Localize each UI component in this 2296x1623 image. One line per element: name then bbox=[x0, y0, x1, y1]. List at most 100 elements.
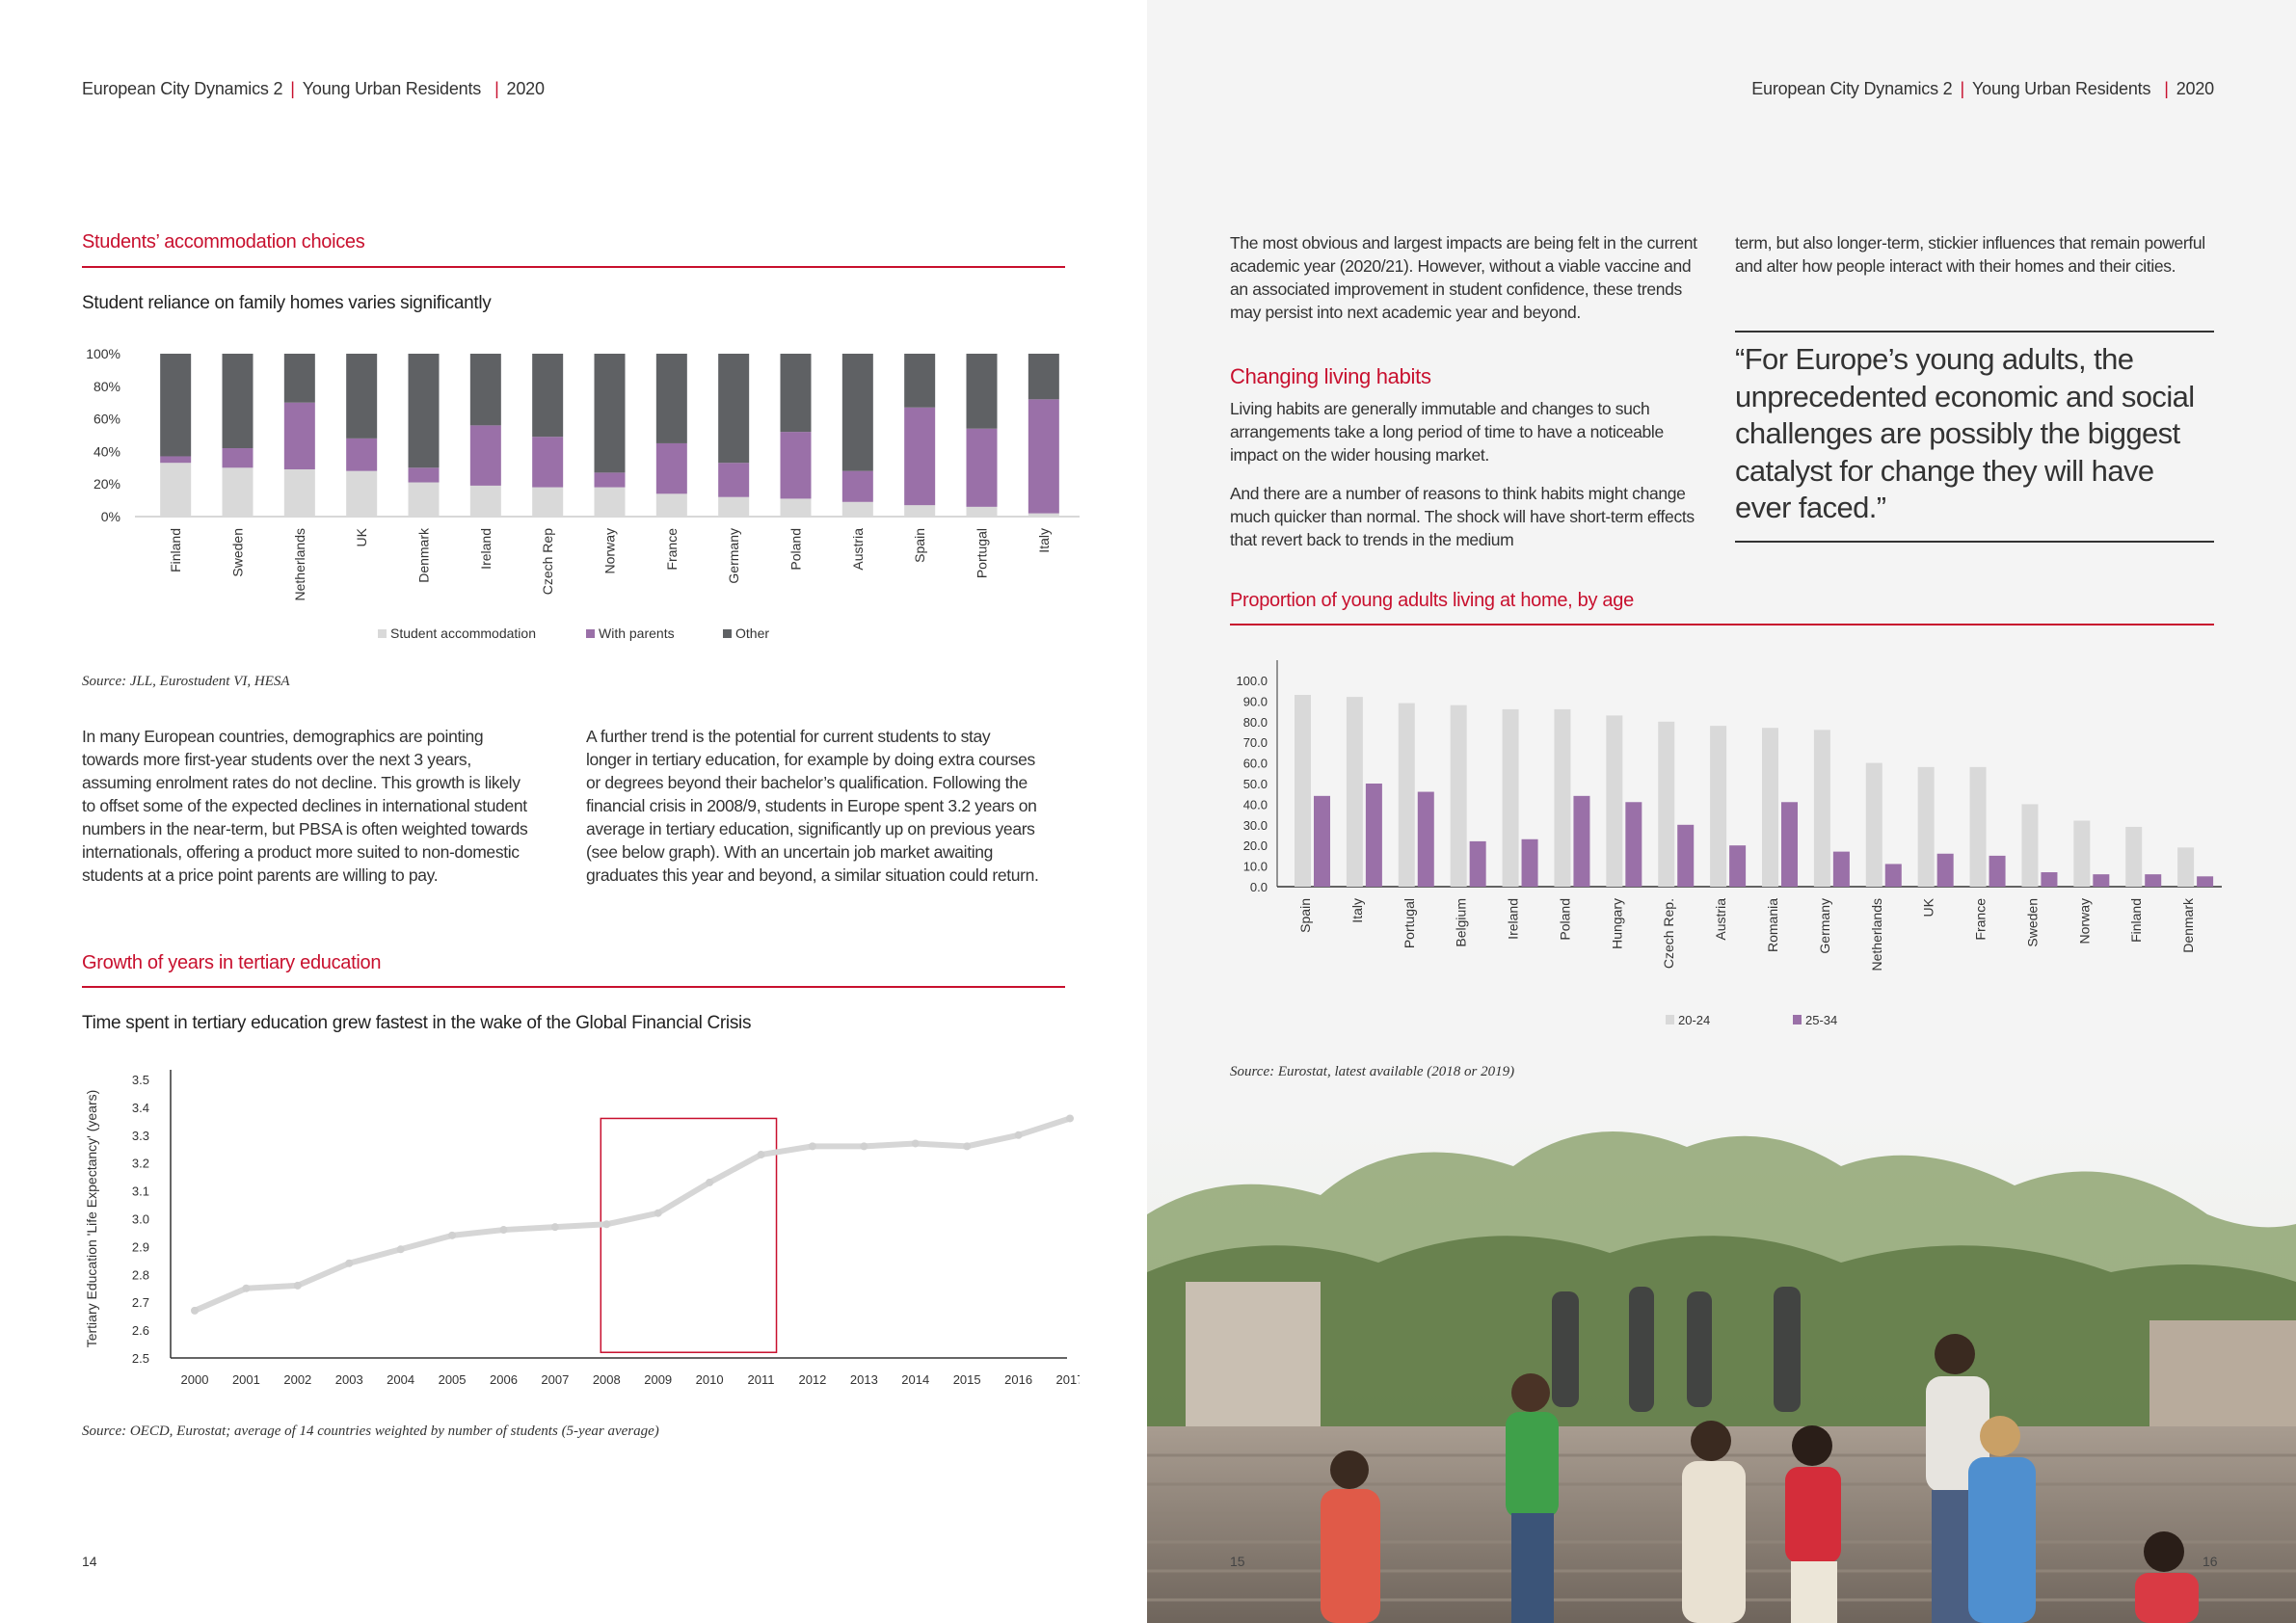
header-title: European City Dynamics 2 bbox=[1751, 79, 1953, 98]
x-tick-label: Netherlands bbox=[1869, 898, 1884, 971]
y-tick-label: 3.0 bbox=[132, 1212, 149, 1227]
bar-25-34 bbox=[1469, 840, 1486, 887]
x-tick-label: 2008 bbox=[593, 1372, 621, 1387]
bar-student-accommodation bbox=[160, 463, 192, 517]
x-tick-label: Poland bbox=[788, 528, 804, 571]
header-year: 2020 bbox=[506, 79, 545, 98]
y-tick-label: 70.0 bbox=[1243, 735, 1268, 750]
x-tick-label: France bbox=[1973, 898, 1989, 941]
bar-with-parents bbox=[532, 437, 564, 488]
y-tick-label: 3.4 bbox=[132, 1101, 149, 1115]
bar-20-24 bbox=[1554, 708, 1571, 887]
legend-label: 25-34 bbox=[1805, 1013, 1837, 1027]
x-tick-label: 2016 bbox=[1004, 1372, 1032, 1387]
accommodation-chart: 0% 20% 40% 60% 80% 100% Finland Sweden Netherlan… bbox=[86, 346, 1080, 641]
chart-subtitle: Student reliance on family homes varies … bbox=[82, 293, 492, 313]
chart-source: Source: OECD, Eurostat; average of 14 co… bbox=[82, 1423, 659, 1439]
bar-25-34 bbox=[1936, 853, 1954, 887]
x-tick-label: Italy bbox=[1349, 898, 1365, 923]
data-point bbox=[860, 1142, 868, 1151]
tertiary-education-chart: 2.5 2.6 2.7 2.8 2.9 3.0 3.1 3.2 3.3 3.4 3.5 Tertiar… bbox=[84, 1070, 1080, 1387]
x-tick-label: Norway bbox=[602, 528, 618, 573]
x-tick-label: 2015 bbox=[953, 1372, 981, 1387]
quote-rule-top bbox=[1735, 331, 2214, 333]
bar-student-accommodation bbox=[655, 493, 687, 517]
legend-label: Student accommodation bbox=[390, 625, 536, 641]
bar-20-24 bbox=[1658, 721, 1675, 887]
x-tick-label: Austria bbox=[850, 528, 866, 571]
bar-20-24 bbox=[1710, 726, 1727, 887]
bar-25-34 bbox=[1521, 838, 1538, 887]
x-tick-label: 2011 bbox=[748, 1372, 775, 1387]
highlight-box bbox=[600, 1117, 778, 1353]
y-tick-label: 80.0 bbox=[1243, 715, 1268, 730]
x-tick-label: Ireland bbox=[1506, 898, 1521, 940]
x-tick-label: 2007 bbox=[541, 1372, 569, 1387]
bar-with-parents bbox=[718, 463, 750, 497]
bar-25-34 bbox=[1884, 864, 1902, 887]
header-year: 2020 bbox=[2176, 79, 2214, 98]
bar-other bbox=[780, 354, 812, 433]
chart-source: Source: JLL, Eurostudent VI, HESA bbox=[82, 674, 290, 689]
y-tick-label: 100.0 bbox=[1236, 674, 1268, 688]
bar-other bbox=[469, 354, 501, 426]
y-axis-label: Tertiary Education 'Life Expectancy' (ye… bbox=[84, 1090, 99, 1348]
data-point bbox=[242, 1284, 251, 1292]
body-paragraph: term, but also longer-term, stickier inf… bbox=[1735, 233, 2205, 276]
bar-other bbox=[1028, 354, 1059, 400]
y-tick-label: 90.0 bbox=[1243, 694, 1268, 708]
x-tick-label: Finland bbox=[168, 528, 183, 572]
y-tick-label: 80% bbox=[93, 379, 120, 394]
data-point bbox=[550, 1223, 559, 1232]
x-tick-label: 2005 bbox=[439, 1372, 467, 1387]
quote-rule-bottom bbox=[1735, 541, 2214, 543]
y-tick-label: 60% bbox=[93, 412, 120, 427]
students-on-steps-photo: 15 16 bbox=[1147, 1108, 2296, 1623]
x-tick-label: 2002 bbox=[283, 1372, 311, 1387]
data-point bbox=[345, 1259, 354, 1267]
chart-subtitle: Time spent in tertiary education grew fa… bbox=[82, 1013, 752, 1033]
bar-other bbox=[594, 354, 626, 473]
y-tick-label: 2.7 bbox=[132, 1295, 149, 1310]
x-tick-label: Denmark bbox=[416, 527, 432, 583]
section-rule bbox=[1230, 624, 2214, 625]
y-tick-label: 10.0 bbox=[1243, 860, 1268, 874]
bar-with-parents bbox=[160, 456, 192, 464]
bar-25-34 bbox=[1781, 802, 1798, 887]
y-tick-label: 2.6 bbox=[132, 1323, 149, 1338]
bar-student-accommodation bbox=[1028, 513, 1059, 517]
x-tick-label: 2000 bbox=[181, 1372, 209, 1387]
data-point bbox=[654, 1209, 662, 1217]
bar-25-34 bbox=[1314, 795, 1330, 887]
bar-20-24 bbox=[1346, 697, 1363, 887]
bar-student-accommodation bbox=[718, 496, 750, 517]
bar-student-accommodation bbox=[408, 482, 440, 517]
bar-with-parents bbox=[469, 425, 501, 486]
x-tick-label: 2012 bbox=[798, 1372, 826, 1387]
x-tick-label: Poland bbox=[1557, 898, 1572, 941]
bar-20-24 bbox=[2073, 820, 2091, 887]
bar-20-24 bbox=[1450, 705, 1467, 887]
bar-25-34 bbox=[2197, 876, 2214, 887]
subheading: Changing living habits bbox=[1230, 364, 1431, 388]
data-point bbox=[602, 1220, 611, 1229]
x-tick-label: Netherlands bbox=[292, 528, 307, 601]
bar-other bbox=[655, 354, 687, 443]
bar-with-parents bbox=[1028, 399, 1059, 514]
data-point bbox=[499, 1226, 508, 1235]
bar-20-24 bbox=[1606, 715, 1623, 887]
bar-student-accommodation bbox=[904, 505, 936, 517]
legend-label: 20-24 bbox=[1678, 1013, 1710, 1027]
bar-25-34 bbox=[2041, 872, 2058, 887]
bar-20-24 bbox=[1762, 728, 1778, 887]
y-tick-label: 3.1 bbox=[132, 1184, 149, 1199]
bar-with-parents bbox=[655, 442, 687, 494]
x-tick-label: Czech Rep. bbox=[1661, 898, 1676, 969]
data-point bbox=[911, 1139, 920, 1148]
bar-other bbox=[904, 354, 936, 408]
x-tick-label: Belgium bbox=[1454, 898, 1469, 947]
section-title: Students’ accommodation choices bbox=[82, 231, 365, 253]
data-point bbox=[191, 1306, 199, 1315]
x-tick-label: Portugal bbox=[1402, 898, 1417, 948]
bar-with-parents bbox=[966, 428, 998, 507]
